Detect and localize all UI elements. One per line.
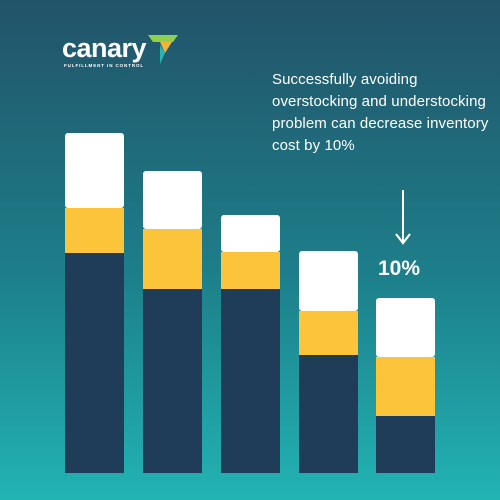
bar-2-segment-bottom [143,289,202,473]
bar-3-segment-middle [221,252,280,289]
bar-1-segment-bottom [65,253,124,473]
bar-3-segment-bottom [221,289,280,473]
bar-1-segment-top [65,133,124,208]
bar-5-segment-top [376,298,435,357]
bar-1 [65,133,124,473]
brand-name: canary [62,33,147,63]
bar-4-segment-top [299,251,358,311]
canary-logo: canary FULFILLMENT IN CONTROL [62,32,182,72]
bar-3 [221,215,280,473]
canary-7-logo-icon [148,35,178,64]
bar-4-segment-bottom [299,355,358,473]
down-arrow-icon [395,190,411,245]
bar-3-segment-top [221,215,280,252]
brand-tagline: FULFILLMENT IN CONTROL [64,63,145,68]
bar-5 [376,298,435,473]
bar-5-annotation: 10% [378,257,421,280]
logo-mark-middle [160,42,172,53]
bar-4 [299,251,358,473]
bar-1-segment-middle [65,208,124,253]
bar-5-segment-middle [376,357,435,416]
logo-mark-top [148,35,178,42]
bar-2-segment-middle [143,229,202,289]
bar-5-segment-bottom [376,416,435,473]
logo-mark-stem [160,45,165,64]
bar-4-segment-middle [299,311,358,355]
bar-2-segment-top [143,171,202,229]
caption-text: Successfully avoiding overstocking and u… [272,71,489,154]
bar-2 [143,171,202,473]
